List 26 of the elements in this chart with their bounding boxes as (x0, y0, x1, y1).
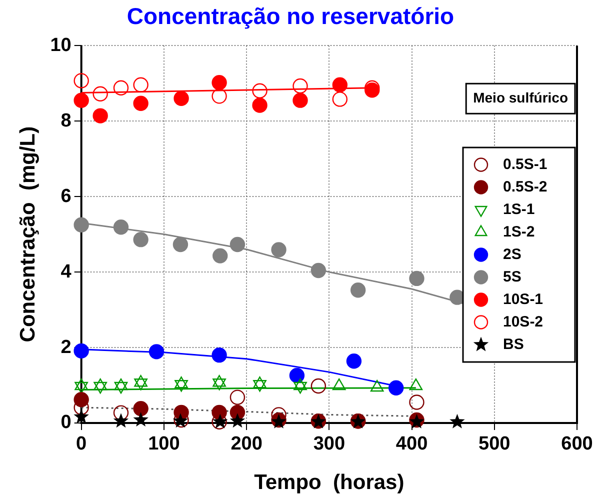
y-tick-label: 2 (60, 336, 72, 358)
legend-label: 10S-1 (503, 290, 544, 308)
legend-label: 0.5S-1 (503, 156, 548, 173)
y-axis-title: Concentração (mg/L) (16, 126, 40, 342)
x-tick-label: 200 (230, 434, 262, 455)
y-tick-label: 10 (50, 34, 72, 56)
chart-title: Concentração no reservatório (126, 3, 454, 30)
legend-label: 1S-1 (503, 200, 535, 218)
legend-label: 1S-2 (503, 223, 535, 240)
x-tick-label: 500 (478, 434, 510, 455)
legend-label: 5S (503, 268, 522, 286)
legend-label: BS (503, 336, 524, 353)
x-tick-label: 300 (313, 434, 346, 455)
x-tick-label: 400 (396, 434, 428, 455)
x-tick-label: 0 (76, 434, 87, 455)
y-tick-label: 8 (60, 110, 72, 132)
y-tick-label: 4 (60, 261, 72, 282)
legend-label: 10S-2 (503, 313, 544, 330)
legend-label: 0.5S-2 (503, 178, 548, 196)
x-tick-label: 600 (561, 434, 593, 455)
x-tick-label: 100 (148, 434, 180, 455)
y-tick-label: 0 (60, 412, 72, 434)
y-tick-label: 6 (60, 186, 72, 207)
x-axis-title: Tempo (horas) (254, 471, 404, 494)
annotation: Meio sulfúrico (473, 89, 568, 106)
legend-label: 2S (503, 246, 522, 263)
